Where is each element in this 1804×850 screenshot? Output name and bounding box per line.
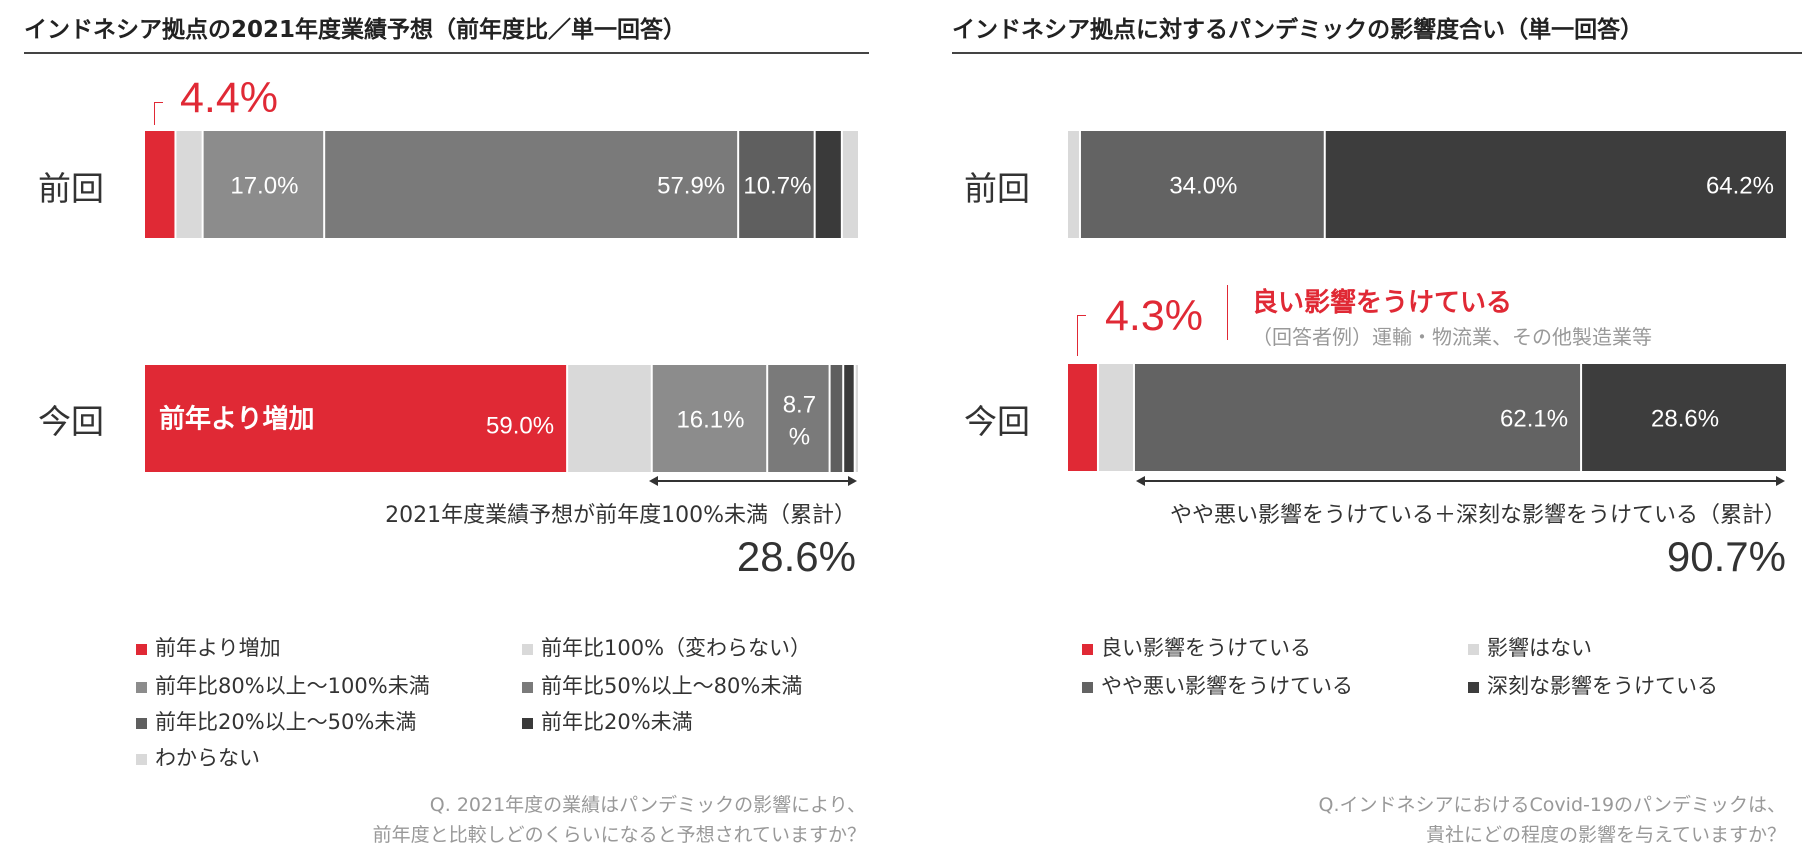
legend-label: 良い影響をうけている xyxy=(1101,636,1311,660)
left-legend-item-2: 前年比80%以上～100%未満 xyxy=(136,670,430,700)
legend-swatch xyxy=(136,681,147,693)
left-curr-inline-label: 前年より増加 xyxy=(159,404,314,435)
right-curr-segment-2 xyxy=(1134,364,1581,471)
right-chart-title: インドネシア拠点に対するパンデミックの影響度合い（単一回答） xyxy=(952,17,1644,43)
left-prev-segment-0 xyxy=(145,131,175,238)
left-prev-segment-2 xyxy=(203,131,324,238)
right-note-subtitle: （回答者例）運輸・物流業、その他製造業等 xyxy=(1252,325,1652,349)
legend-swatch xyxy=(1468,681,1479,693)
left-curr-segment-0 xyxy=(145,365,567,472)
left-curr-segment-label-0: 59.0% xyxy=(486,413,554,440)
right-note-divider xyxy=(1227,285,1228,340)
left-prev-segment-5 xyxy=(815,131,841,238)
left-bar-curr: 59.0% 前年より増加 16.1% 8.7% xyxy=(145,365,858,472)
legend-swatch xyxy=(1082,681,1093,693)
legend-label: 前年比80%以上～100%未満 xyxy=(155,674,430,698)
left-prev-segment-1 xyxy=(176,131,202,238)
left-curr-segment-2 xyxy=(652,365,767,472)
right-prev-segment-label-2: 34.0% xyxy=(1169,173,1237,200)
legend-label: わからない xyxy=(155,746,260,770)
legend-swatch xyxy=(136,643,147,655)
left-legend-item-0: 前年より増加 xyxy=(136,632,281,662)
left-prev-segment-4 xyxy=(739,131,814,238)
left-prev-segment-label-4: 10.7% xyxy=(743,173,811,200)
left-bracket-text: 2021年度業績予想が前年度100%未満（累計） xyxy=(385,503,856,528)
left-callout-value: 4.4% xyxy=(180,74,279,122)
legend-label: 前年比100%（変わらない） xyxy=(541,636,812,660)
right-curr-segment-0 xyxy=(1068,364,1097,471)
legend-swatch xyxy=(136,753,147,765)
right-bracket-arrow xyxy=(1136,476,1785,486)
left-row-label-prev: 前回 xyxy=(38,169,104,208)
right-curr-segment-label-2: 62.1% xyxy=(1500,406,1568,433)
right-curr-segment-3 xyxy=(1582,364,1786,471)
right-chart-panel: インドネシア拠点に対するパンデミックの影響度合い（単一回答） 前回 今回 4.3… xyxy=(940,0,1804,848)
left-legend-item-4: 前年比20%以上～50%未満 xyxy=(136,706,416,736)
left-chart-panel: インドネシア拠点の2021年度業績予想（前年度比／単一回答） 前回 今回 4.4… xyxy=(0,0,880,848)
right-legend-item-3: 深刻な影響をうけている xyxy=(1468,670,1718,700)
right-question-line2: 貴社にどの程度の影響を与えていますか？ xyxy=(1425,824,1786,846)
left-curr-segment-label-2: 16.1% xyxy=(676,407,744,434)
legend-swatch xyxy=(522,643,533,655)
right-bracket-value: 90.7% xyxy=(1666,533,1786,580)
right-bar-curr: 62.1% 28.6% xyxy=(1068,364,1786,471)
legend-label: 前年比20%未満 xyxy=(541,710,693,734)
legend-swatch xyxy=(522,681,533,693)
right-note-title: 良い影響をうけている xyxy=(1252,288,1513,318)
legend-label: 影響はない xyxy=(1487,636,1592,660)
left-bar-prev: 17.0% 57.9% 10.7% xyxy=(145,131,858,238)
left-prev-segment-label-3: 57.9% xyxy=(657,173,725,200)
right-row-label-curr: 今回 xyxy=(964,402,1030,441)
right-callout-value: 4.3% xyxy=(1105,292,1204,340)
right-callout-marker xyxy=(1077,315,1086,356)
right-prev-segment-1 xyxy=(1068,131,1079,238)
left-callout-marker xyxy=(154,102,163,125)
left-chart-title: インドネシア拠点の2021年度業績予想（前年度比／単一回答） xyxy=(24,17,687,43)
legend-label: 深刻な影響をうけている xyxy=(1487,674,1718,698)
legend-swatch xyxy=(136,717,147,729)
legend-label: 前年より増加 xyxy=(155,636,281,660)
left-legend-item-5: 前年比20%未満 xyxy=(522,706,693,736)
left-curr-segment-5 xyxy=(844,365,854,472)
legend-label: やや悪い影響をうけている xyxy=(1101,674,1353,698)
legend-label: 前年比20%以上～50%未満 xyxy=(155,710,417,734)
right-question-line1: Q.インドネシアにおけるCovid-19のパンデミックは、 xyxy=(1318,794,1786,816)
legend-swatch xyxy=(1468,643,1479,655)
right-title-rule xyxy=(952,52,1802,54)
right-question: Q.インドネシアにおけるCovid-19のパンデミックは、 貴社にどの程度の影響… xyxy=(1319,790,1786,850)
left-question-line1: Q. 2021年度の業績はパンデミックの影響により、 xyxy=(429,794,866,816)
left-question-line2: 前年度と比較しどのくらいになると予想されていますか？ xyxy=(372,824,866,846)
right-curr-segment-label-3: 28.6% xyxy=(1651,406,1719,433)
left-legend-item-3: 前年比50%以上～80%未満 xyxy=(522,670,802,700)
left-curr-segment-4 xyxy=(830,365,843,472)
legend-swatch xyxy=(1082,643,1093,655)
right-row-label-prev: 前回 xyxy=(964,169,1030,208)
left-question: Q. 2021年度の業績はパンデミックの影響により、 前年度と比較しどのくらいに… xyxy=(373,790,866,850)
right-bar-prev: 34.0% 64.2% xyxy=(1068,131,1786,238)
left-prev-segment-6 xyxy=(842,131,858,238)
left-prev-segment-label-2: 17.0% xyxy=(230,173,298,200)
left-legend-item-6: わからない xyxy=(136,742,260,772)
left-curr-segment-3 xyxy=(768,365,829,472)
right-legend-item-0: 良い影響をうけている xyxy=(1082,632,1311,662)
left-curr-segment-label-3: 8.7% xyxy=(783,392,816,451)
left-bracket-value: 28.6% xyxy=(736,533,856,580)
legend-label: 前年比50%以上～80%未満 xyxy=(541,674,803,698)
right-prev-segment-3 xyxy=(1325,131,1786,238)
left-curr-segment-1 xyxy=(568,365,651,472)
left-row-label-curr: 今回 xyxy=(38,402,104,441)
right-prev-segment-2 xyxy=(1080,131,1324,238)
right-prev-segment-label-3: 64.2% xyxy=(1706,173,1774,200)
left-bracket-arrow xyxy=(649,476,857,486)
right-legend-item-2: やや悪い影響をうけている xyxy=(1082,670,1353,700)
right-bracket-text: やや悪い影響をうけている＋深刻な影響をうけている（累計） xyxy=(1169,503,1786,528)
left-legend-item-1: 前年比100%（変わらない） xyxy=(522,632,811,662)
left-prev-segment-3 xyxy=(325,131,738,238)
left-curr-segment-6 xyxy=(855,365,858,472)
legend-swatch xyxy=(522,717,533,729)
right-curr-segment-1 xyxy=(1098,364,1133,471)
left-title-rule xyxy=(24,52,869,54)
right-legend-item-1: 影響はない xyxy=(1468,632,1592,662)
